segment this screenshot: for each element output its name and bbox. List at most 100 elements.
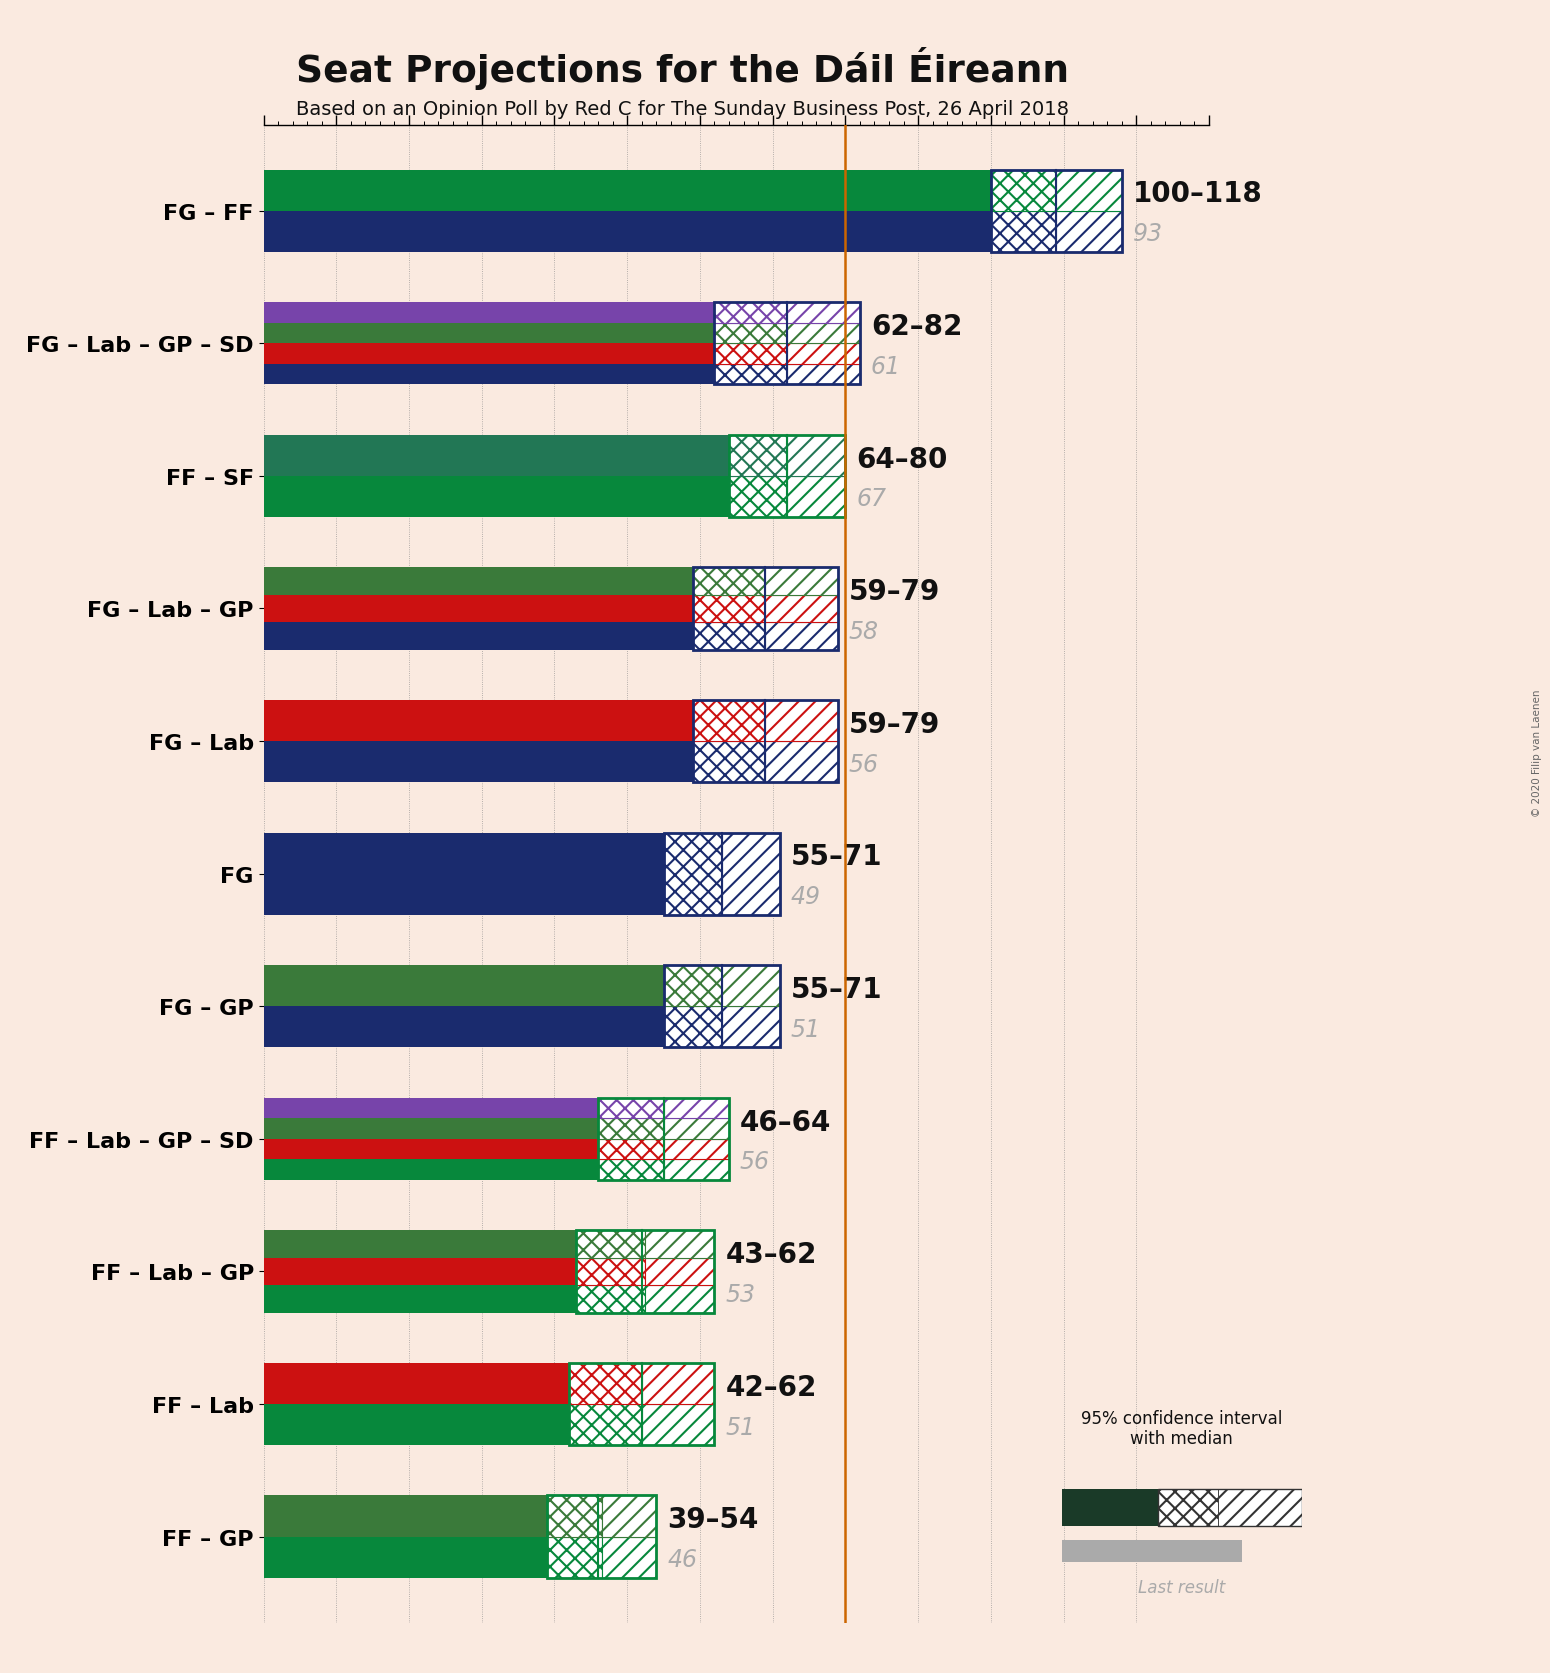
Bar <box>1158 1489 1302 1526</box>
Bar <box>598 1097 728 1179</box>
Bar <box>1062 1541 1242 1561</box>
Bar <box>715 303 787 323</box>
Text: 93: 93 <box>1133 223 1162 246</box>
Text: 46: 46 <box>666 1548 698 1571</box>
Bar <box>715 365 787 385</box>
Bar <box>990 171 1056 211</box>
Bar <box>663 1007 722 1047</box>
Bar <box>766 741 839 783</box>
Bar <box>715 303 860 385</box>
Bar <box>547 1537 601 1578</box>
Bar <box>663 833 780 915</box>
Bar <box>264 171 990 211</box>
Bar <box>663 965 780 1047</box>
Bar <box>264 833 663 915</box>
Bar <box>766 622 839 651</box>
Bar <box>728 435 787 477</box>
Bar <box>264 1524 598 1549</box>
Text: 64–80: 64–80 <box>856 445 947 473</box>
Bar <box>766 569 839 596</box>
Text: 51: 51 <box>790 1017 822 1041</box>
Bar <box>663 833 722 915</box>
Text: 53: 53 <box>725 1282 755 1307</box>
Bar <box>728 435 845 517</box>
Bar <box>264 465 750 489</box>
Text: 46–64: 46–64 <box>739 1108 831 1136</box>
Bar <box>264 199 939 224</box>
Bar <box>264 1097 598 1119</box>
Bar <box>722 965 780 1007</box>
Bar <box>264 1139 598 1159</box>
Text: 62–82: 62–82 <box>871 313 963 341</box>
Bar <box>787 477 845 517</box>
Bar <box>264 435 728 477</box>
Bar <box>264 1496 547 1537</box>
Text: 58: 58 <box>849 619 879 644</box>
Bar <box>264 1404 569 1445</box>
Bar <box>264 303 715 323</box>
Bar <box>547 1496 656 1578</box>
Bar <box>264 995 634 1019</box>
Bar <box>642 1363 715 1404</box>
Bar <box>598 1159 663 1179</box>
Bar <box>645 1231 715 1258</box>
Bar <box>264 622 693 651</box>
Text: 55–71: 55–71 <box>790 843 882 872</box>
Bar <box>264 1007 663 1047</box>
Bar <box>264 596 693 622</box>
Bar <box>264 701 693 741</box>
Bar <box>1056 211 1122 253</box>
Bar <box>787 303 860 323</box>
Bar <box>693 569 839 651</box>
Bar <box>722 1007 780 1047</box>
Bar <box>601 1496 656 1537</box>
Text: 100–118: 100–118 <box>1133 181 1262 209</box>
Bar <box>577 1231 645 1258</box>
Bar <box>264 862 620 887</box>
Bar <box>264 333 707 356</box>
Text: 56: 56 <box>739 1149 770 1174</box>
Bar <box>663 1139 728 1159</box>
Bar <box>264 1537 547 1578</box>
Bar <box>663 1119 728 1139</box>
Text: 42–62: 42–62 <box>725 1374 817 1400</box>
Bar <box>787 323 860 345</box>
Bar <box>1158 1489 1218 1526</box>
Bar <box>766 596 839 622</box>
Bar <box>264 1363 569 1404</box>
Text: Seat Projections for the Dáil Éireann: Seat Projections for the Dáil Éireann <box>296 47 1068 90</box>
Bar <box>569 1363 715 1445</box>
Bar <box>990 171 1122 253</box>
Bar <box>693 622 766 651</box>
Bar <box>264 569 693 596</box>
Bar <box>766 701 839 741</box>
Bar <box>264 211 990 253</box>
Bar <box>663 1097 728 1119</box>
Text: 39–54: 39–54 <box>666 1506 758 1534</box>
Text: 51: 51 <box>725 1415 755 1439</box>
Bar <box>663 1159 728 1179</box>
Bar <box>264 1231 577 1258</box>
Bar <box>569 1404 642 1445</box>
Bar <box>598 1097 663 1119</box>
Bar <box>264 741 693 783</box>
Text: 55–71: 55–71 <box>790 975 882 1004</box>
Bar <box>264 1258 577 1285</box>
Bar <box>693 569 766 596</box>
Bar <box>728 477 787 517</box>
Text: 59–79: 59–79 <box>849 711 941 738</box>
Text: 56: 56 <box>849 753 879 776</box>
Text: Based on an Opinion Poll by Red C for The Sunday Business Post, 26 April 2018: Based on an Opinion Poll by Red C for Th… <box>296 100 1068 119</box>
Bar <box>264 1159 598 1179</box>
Bar <box>787 365 860 385</box>
Bar <box>693 741 766 783</box>
Text: 43–62: 43–62 <box>725 1240 817 1268</box>
Bar <box>645 1258 715 1285</box>
Bar <box>663 965 722 1007</box>
Bar <box>264 1285 577 1313</box>
Bar <box>569 1363 642 1404</box>
Text: 95% confidence interval
with median: 95% confidence interval with median <box>1082 1409 1282 1447</box>
Bar <box>642 1404 715 1445</box>
Bar <box>264 345 715 365</box>
Bar <box>715 323 787 345</box>
